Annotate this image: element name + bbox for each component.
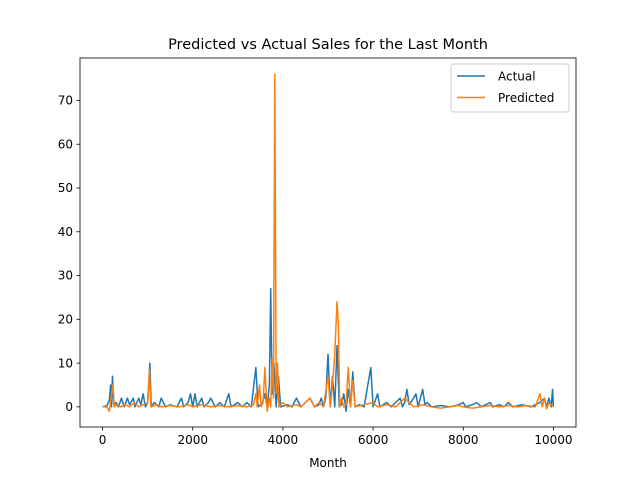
legend: Actual Predicted bbox=[450, 63, 570, 113]
y-tick-label: 50 bbox=[58, 181, 73, 195]
x-tick-label: 4000 bbox=[268, 433, 299, 447]
y-tick-label: 60 bbox=[58, 137, 73, 151]
axes-layer: 0 2000 4000 6000 8000 10000 0 10 20 30 40 50 60 70 bbox=[58, 57, 577, 447]
x-tick-label: 8000 bbox=[448, 433, 479, 447]
legend-label-predicted: Predicted bbox=[498, 91, 554, 105]
x-tick-label: 10000 bbox=[534, 433, 572, 447]
y-tick-label: 20 bbox=[58, 313, 73, 327]
x-tick-label: 2000 bbox=[177, 433, 208, 447]
y-tick-label: 70 bbox=[58, 94, 73, 108]
x-axis-label: Month bbox=[309, 456, 347, 470]
x-tick-label: 0 bbox=[99, 433, 107, 447]
series-line-predicted bbox=[102, 73, 554, 412]
chart-title: Predicted vs Actual Sales for the Last M… bbox=[168, 37, 488, 53]
y-tick-label: 10 bbox=[58, 356, 73, 370]
legend-label-actual: Actual bbox=[498, 69, 536, 83]
axes-frame bbox=[79, 57, 577, 428]
y-tick-label: 40 bbox=[58, 225, 73, 239]
series-layer bbox=[102, 73, 555, 412]
y-tick-label: 30 bbox=[58, 269, 73, 283]
x-tick-label: 6000 bbox=[358, 433, 389, 447]
y-tick-label: 0 bbox=[65, 400, 73, 414]
